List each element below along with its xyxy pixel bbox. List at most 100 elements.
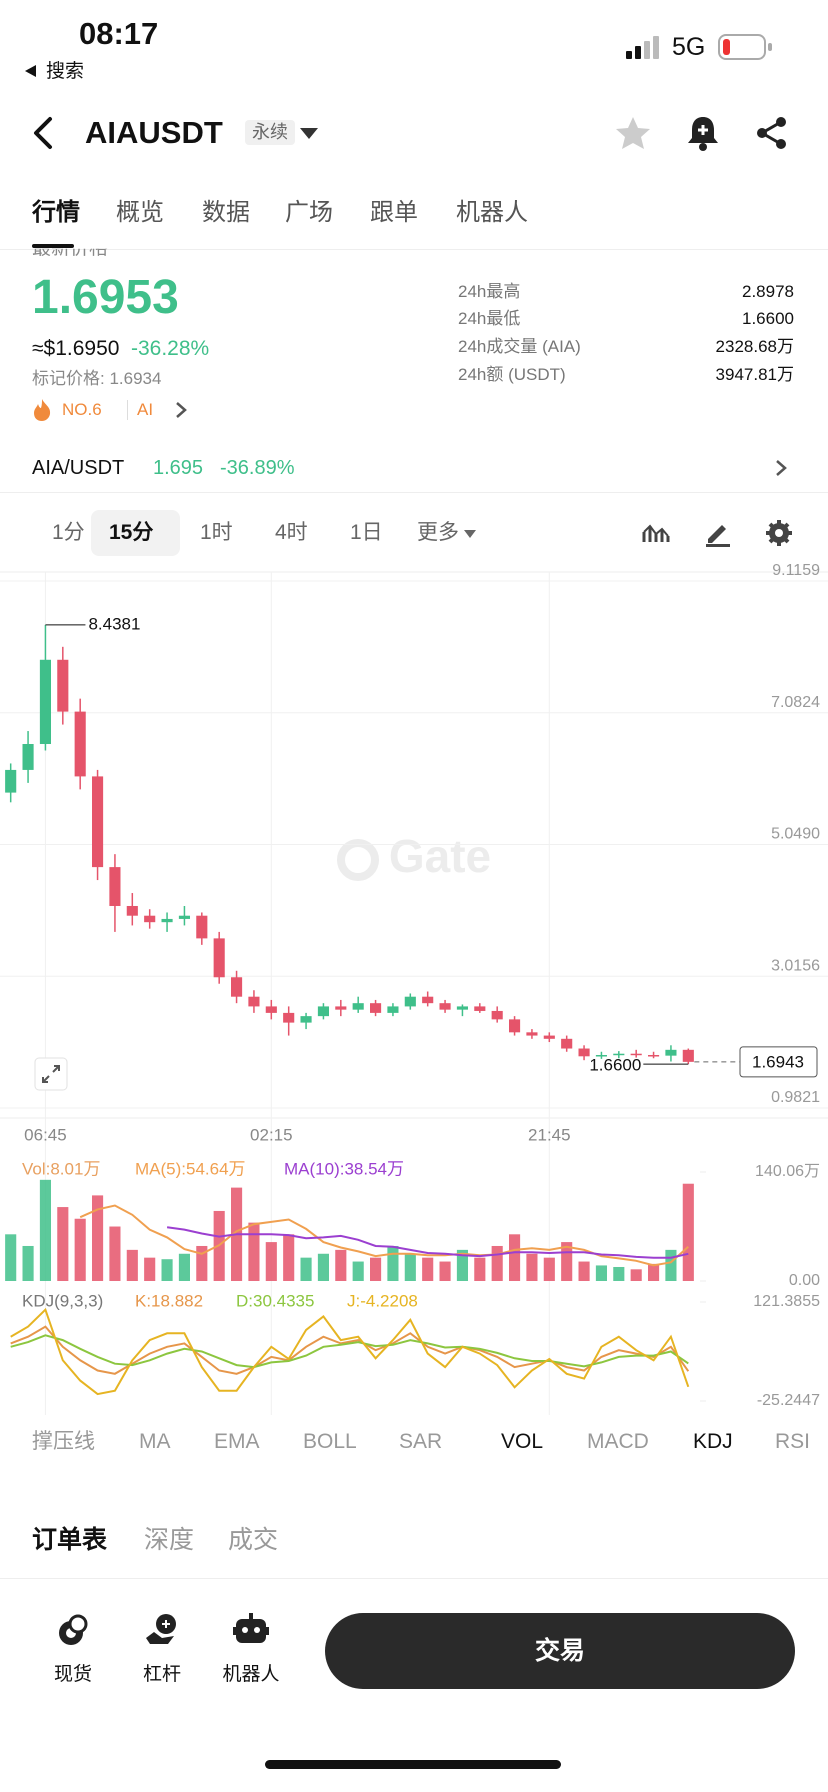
contract-badge[interactable]: 永续 (245, 120, 295, 146)
watermark-logo (337, 839, 379, 881)
divider (0, 249, 828, 250)
x-tick-label: 02:15 (250, 1125, 293, 1144)
candle-body (404, 996, 416, 1007)
volume-bar (92, 1195, 104, 1281)
y-tick-label: 0.9821 (771, 1089, 820, 1106)
indicator-tab[interactable]: MA (139, 1430, 171, 1454)
alert-button[interactable] (686, 114, 720, 152)
candle-body (370, 1003, 382, 1013)
timeframe-tab[interactable]: 1时 (200, 521, 233, 545)
nav-tab[interactable]: 数据 (202, 199, 250, 227)
kdj-legend: J:-4.2208 (347, 1291, 418, 1310)
volume-bar (248, 1222, 260, 1281)
volume-bar (317, 1253, 329, 1281)
back-to-app[interactable]: 搜索 (46, 60, 85, 82)
candle-body (57, 659, 69, 712)
volume-bar (196, 1245, 208, 1281)
bottom-nav-label[interactable]: 杠杆 (142, 1663, 181, 1685)
candle-body (665, 1049, 677, 1056)
price-caption: 最新价格 (32, 249, 108, 262)
rank-tag[interactable]: NO.6 (62, 400, 102, 420)
usd-price: ≈$1.6950 (32, 337, 120, 361)
candle-body (630, 1053, 642, 1056)
kdj-tick-label: 121.3855 (753, 1293, 820, 1310)
volume-bar (422, 1257, 434, 1281)
pair-chevron[interactable] (774, 458, 788, 478)
candle-body (509, 1019, 521, 1033)
candle-body (648, 1055, 660, 1057)
expand-button[interactable] (34, 1057, 68, 1091)
settings-button[interactable] (765, 519, 793, 547)
indicator-tab[interactable]: 撑压线 (32, 1430, 95, 1454)
order-tab[interactable]: 订单表 (32, 1525, 108, 1554)
candle-body (283, 1012, 295, 1023)
spot-icon[interactable] (56, 1614, 90, 1648)
candle-body (456, 1006, 468, 1010)
indicator-tab[interactable]: SAR (399, 1430, 443, 1454)
indicator-tab[interactable]: MACD (587, 1430, 649, 1454)
volume-bar (682, 1183, 694, 1281)
candle-body (248, 996, 260, 1007)
min-label: 1.6600 (589, 1056, 641, 1075)
favorite-button[interactable] (614, 115, 652, 151)
timeframe-tab[interactable]: 15分 (109, 521, 154, 545)
nav-tab[interactable]: 广场 (285, 199, 333, 227)
candle-body (265, 1006, 277, 1013)
battery-icon (718, 34, 772, 60)
volume-bar (561, 1242, 573, 1281)
volume-bar (57, 1207, 69, 1281)
pair-change: -36.89% (220, 457, 295, 479)
indicator-tab[interactable]: VOL (501, 1430, 544, 1454)
pair-price: 1.695 (153, 457, 204, 479)
order-tab[interactable]: 成交 (228, 1525, 279, 1554)
volume-bar (665, 1249, 677, 1281)
last-price-box (739, 1046, 818, 1078)
timeframe-tab[interactable]: 1日 (350, 521, 383, 545)
indicator-tab[interactable]: EMA (214, 1430, 260, 1454)
indicator-tab[interactable]: KDJ (693, 1430, 733, 1454)
nav-tab[interactable]: 行情 (32, 199, 80, 227)
separator (127, 400, 128, 420)
sector-tag[interactable]: AI (137, 400, 154, 420)
bot-icon[interactable] (233, 1612, 269, 1648)
volume-legend: MA(5):54.64万 (135, 1159, 246, 1178)
pair-name[interactable]: AIA/USDT (32, 457, 125, 479)
volume-bar (509, 1234, 521, 1281)
indicator-tab[interactable]: RSI (775, 1430, 811, 1454)
trade-button-label[interactable]: 交易 (534, 1636, 585, 1665)
home-indicator (265, 1760, 561, 1769)
trade-button[interactable] (325, 1613, 795, 1689)
chart-type-button[interactable] (642, 520, 670, 546)
margin-icon[interactable] (144, 1612, 180, 1648)
nav-tab[interactable]: 跟单 (370, 199, 418, 227)
candle-body (491, 1010, 503, 1020)
tag-chevron[interactable] (174, 400, 188, 420)
indicator-tab[interactable]: BOLL (303, 1430, 357, 1454)
share-button[interactable] (755, 116, 789, 150)
candle-body (526, 1032, 538, 1036)
draw-button[interactable] (704, 519, 732, 547)
order-tab[interactable]: 深度 (144, 1525, 195, 1554)
bottom-nav-label[interactable]: 现货 (53, 1663, 92, 1685)
last-price-label: 1.6943 (752, 1052, 804, 1071)
volume-tick-label: 140.06万 (755, 1163, 820, 1180)
volume-bar (404, 1253, 416, 1281)
bottom-nav-label[interactable]: 机器人 (222, 1663, 280, 1685)
volume-bar (265, 1242, 277, 1281)
candle-body (22, 744, 34, 770)
nav-tab[interactable]: 概览 (116, 199, 164, 227)
back-button[interactable] (30, 116, 58, 150)
symbol-dropdown[interactable] (298, 126, 320, 142)
timeframe-tab[interactable]: 4时 (275, 521, 308, 545)
kdj-line (10, 1325, 690, 1375)
stat-label: 24h最低 (458, 309, 521, 329)
volume-bar (439, 1261, 451, 1281)
volume-bar (456, 1249, 468, 1281)
kdj-line (10, 1334, 689, 1369)
more-timeframes[interactable]: 更多 (417, 518, 477, 547)
candle-body (335, 1006, 347, 1010)
nav-tab[interactable]: 机器人 (456, 199, 528, 227)
timeframe-tab[interactable]: 1分 (52, 521, 85, 545)
